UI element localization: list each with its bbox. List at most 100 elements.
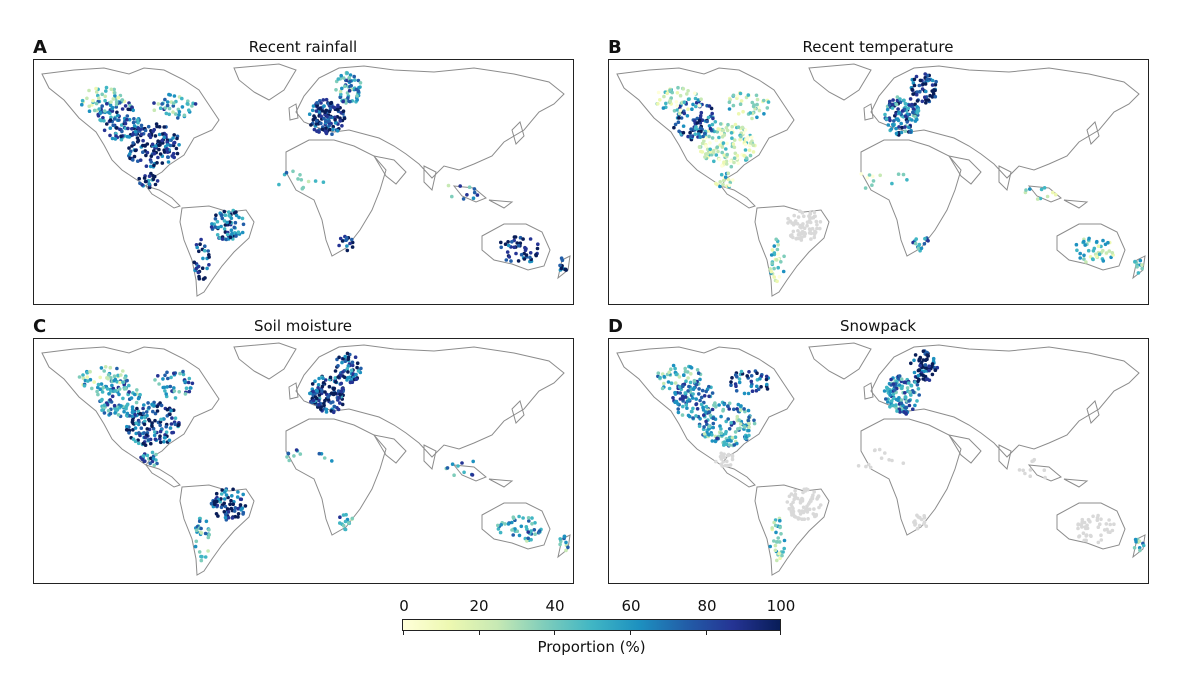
station-point bbox=[731, 103, 736, 108]
station-point bbox=[1075, 248, 1079, 253]
station-point bbox=[136, 120, 140, 125]
station-point bbox=[884, 117, 889, 121]
station-point bbox=[181, 369, 185, 374]
station-point bbox=[724, 442, 729, 447]
station-point bbox=[732, 407, 736, 412]
station-point bbox=[530, 516, 534, 520]
station-point bbox=[747, 433, 751, 438]
station-point bbox=[77, 375, 82, 379]
station-point bbox=[724, 429, 728, 434]
station-point bbox=[906, 106, 911, 111]
station-point bbox=[95, 389, 99, 394]
station-point bbox=[916, 387, 921, 391]
station-point bbox=[558, 542, 562, 547]
station-point bbox=[82, 384, 87, 388]
station-point bbox=[212, 502, 217, 507]
station-point bbox=[103, 94, 107, 99]
station-point bbox=[662, 374, 666, 379]
station-point bbox=[338, 521, 342, 525]
station-point bbox=[1082, 253, 1086, 258]
station-point bbox=[917, 523, 922, 528]
station-point bbox=[768, 267, 772, 271]
station-point bbox=[144, 410, 149, 414]
station-point bbox=[1028, 468, 1033, 472]
station-point bbox=[209, 501, 214, 506]
station-point bbox=[1078, 256, 1082, 260]
station-point bbox=[138, 433, 142, 438]
station-point bbox=[516, 243, 521, 248]
station-point bbox=[336, 105, 340, 109]
station-point bbox=[905, 178, 909, 182]
station-point bbox=[157, 132, 162, 137]
station-point bbox=[312, 127, 317, 132]
station-point bbox=[677, 129, 681, 134]
station-point bbox=[912, 77, 917, 82]
station-point bbox=[338, 95, 343, 99]
station-point bbox=[320, 384, 325, 389]
station-point bbox=[685, 114, 690, 118]
station-point bbox=[683, 395, 688, 399]
station-point bbox=[721, 128, 726, 133]
station-point bbox=[346, 357, 351, 361]
station-point bbox=[564, 548, 568, 553]
station-point bbox=[733, 373, 738, 377]
station-point bbox=[921, 349, 926, 353]
station-point bbox=[172, 141, 176, 145]
station-point bbox=[672, 109, 677, 113]
station-point bbox=[722, 160, 726, 164]
station-point bbox=[1078, 251, 1082, 256]
station-point bbox=[729, 421, 733, 425]
station-point bbox=[887, 103, 892, 107]
station-point bbox=[727, 401, 732, 406]
station-point bbox=[322, 104, 326, 108]
station-point bbox=[340, 360, 344, 365]
station-point bbox=[199, 526, 203, 531]
station-point bbox=[1096, 525, 1101, 529]
station-point bbox=[159, 417, 163, 422]
station-point bbox=[720, 150, 724, 155]
station-point bbox=[310, 108, 315, 113]
station-point bbox=[124, 379, 128, 383]
station-point bbox=[324, 129, 329, 134]
station-point bbox=[148, 135, 153, 140]
station-point bbox=[331, 124, 336, 129]
station-point bbox=[196, 264, 201, 269]
station-point bbox=[759, 385, 763, 389]
station-point bbox=[888, 393, 892, 397]
panel-letter-c: C bbox=[33, 316, 47, 337]
station-point bbox=[187, 376, 192, 381]
station-point bbox=[342, 116, 347, 121]
station-point bbox=[739, 99, 744, 103]
station-point bbox=[812, 235, 817, 240]
station-point bbox=[213, 225, 218, 229]
station-point bbox=[732, 145, 737, 150]
station-point bbox=[747, 428, 751, 433]
station-point bbox=[226, 515, 231, 520]
station-point bbox=[912, 370, 917, 375]
station-point bbox=[714, 153, 719, 157]
station-point bbox=[118, 380, 122, 385]
station-point bbox=[116, 373, 120, 378]
station-point bbox=[81, 373, 85, 377]
station-point bbox=[807, 507, 812, 512]
station-point bbox=[143, 143, 147, 148]
station-point bbox=[781, 269, 786, 274]
colorbar-tick: 100 bbox=[766, 597, 796, 615]
station-point bbox=[809, 237, 813, 241]
station-point bbox=[148, 164, 153, 169]
station-point bbox=[90, 386, 94, 391]
station-point bbox=[345, 71, 350, 75]
station-point bbox=[534, 253, 538, 257]
station-point bbox=[748, 153, 753, 158]
station-point bbox=[684, 403, 689, 407]
station-point bbox=[775, 558, 779, 563]
station-point bbox=[562, 534, 567, 539]
station-point bbox=[156, 155, 160, 160]
station-point bbox=[152, 149, 156, 153]
station-point bbox=[112, 87, 116, 92]
station-point bbox=[1080, 520, 1084, 525]
station-point bbox=[172, 386, 176, 390]
station-point bbox=[328, 115, 333, 120]
station-point bbox=[915, 117, 919, 122]
station-point bbox=[222, 490, 227, 494]
